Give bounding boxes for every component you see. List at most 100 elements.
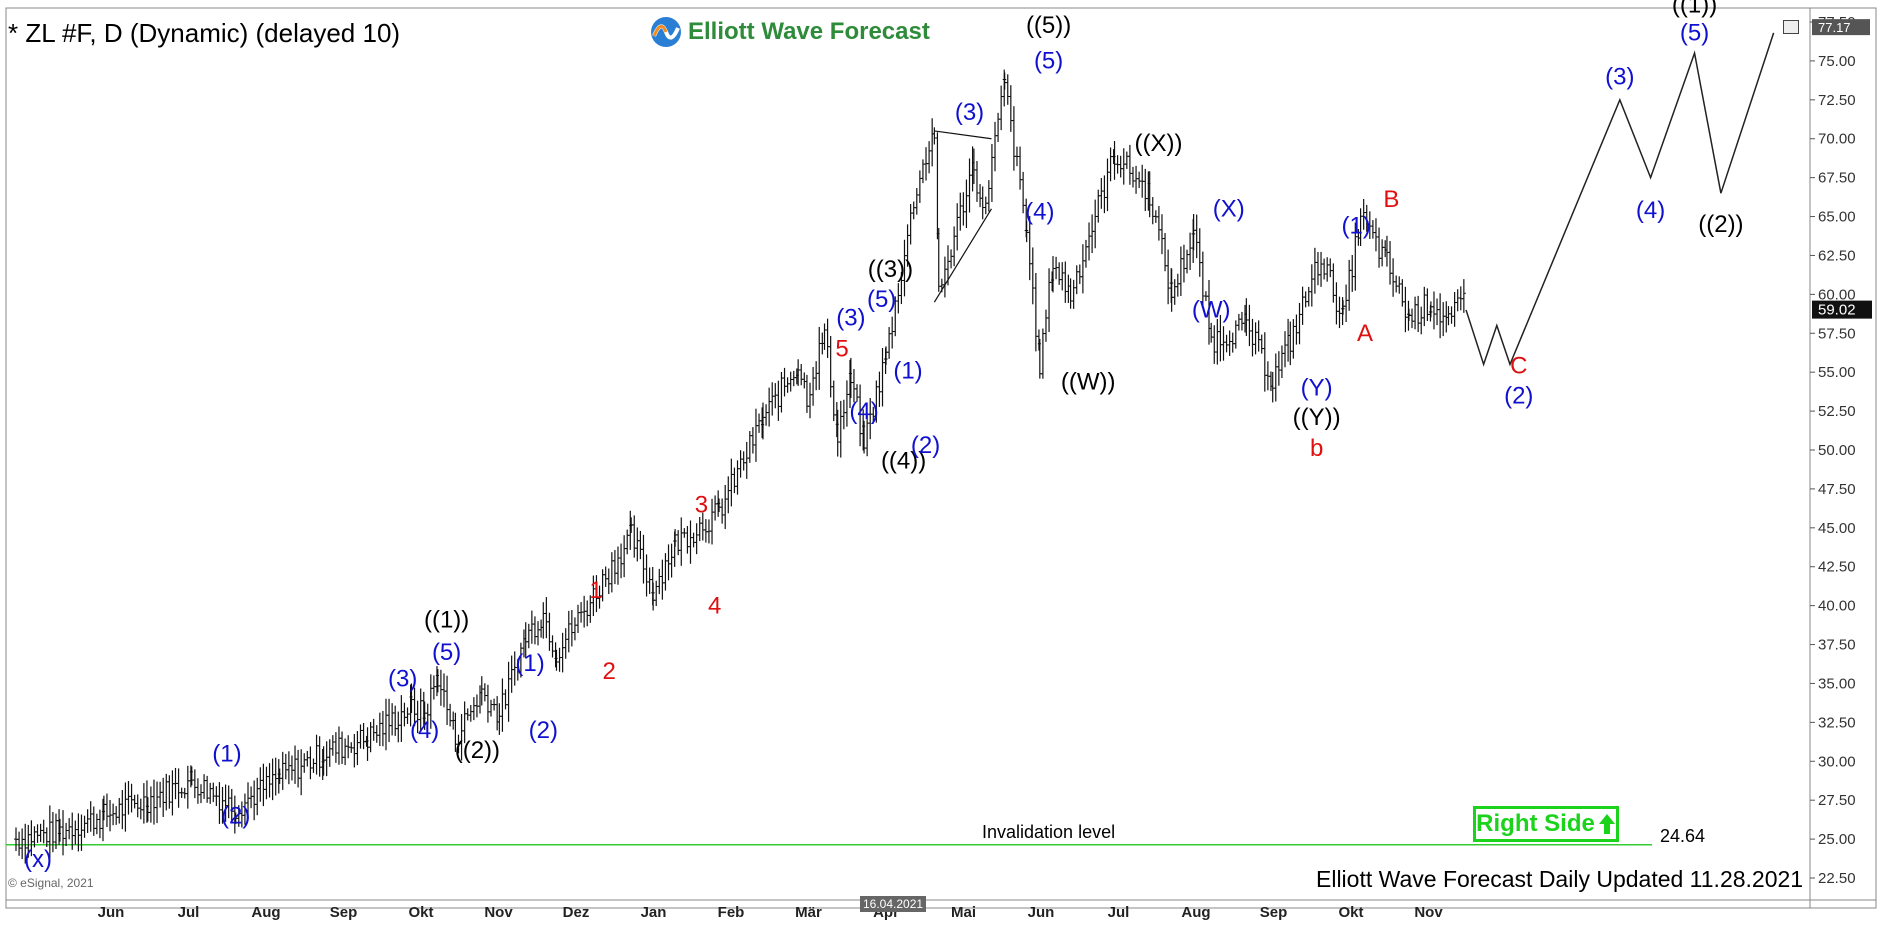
top-price-tag xyxy=(1812,19,1870,36)
wave-label: b xyxy=(1310,435,1323,462)
y-tick-label: 55.00 xyxy=(1818,364,1856,381)
wave-label: (3) xyxy=(836,304,865,331)
wave-label: ((3)) xyxy=(868,256,913,283)
last-price-label: 59.02 xyxy=(1818,302,1856,319)
wave-label: 2 xyxy=(603,658,616,685)
wave-label: (4) xyxy=(1025,199,1054,226)
right-side-badge: Right Side xyxy=(1473,806,1619,842)
y-tick-label: 62.50 xyxy=(1818,247,1856,264)
brand-name: Elliott Wave Forecast xyxy=(688,18,930,45)
wave-label: 5 xyxy=(835,336,848,363)
invalidation-label: Invalidation level xyxy=(982,822,1116,842)
x-tick-label: Aug xyxy=(1181,904,1210,921)
wave-label: 4 xyxy=(708,592,721,619)
wave-label: ((5)) xyxy=(1026,12,1071,39)
wave-label: (2) xyxy=(1504,382,1533,409)
y-tick-label: 50.00 xyxy=(1818,442,1856,459)
y-tick-label: 65.00 xyxy=(1818,209,1856,226)
x-tick-label: Sep xyxy=(1260,904,1288,921)
x-tick-label: Dez xyxy=(563,904,590,921)
y-tick-label: 52.50 xyxy=(1818,403,1856,420)
y-tick-label: 47.50 xyxy=(1818,481,1856,498)
x-tick-label: Mai xyxy=(951,904,976,921)
x-tick-label: Sep xyxy=(330,904,358,921)
x-tick-label: Okt xyxy=(1338,904,1363,921)
y-tick-label: 37.50 xyxy=(1818,637,1856,654)
triangle-line xyxy=(934,130,992,140)
x-tick-label: Nov xyxy=(484,904,513,921)
wave-label: (2) xyxy=(221,803,250,830)
y-tick-label: 45.00 xyxy=(1818,520,1856,537)
wave-label: ((4)) xyxy=(881,448,926,475)
wave-label: (1) xyxy=(893,357,922,384)
x-tick-label: Jun xyxy=(98,904,125,921)
copyright-text: © eSignal, 2021 xyxy=(8,876,94,890)
y-tick-label: 32.50 xyxy=(1818,714,1856,731)
wave-label: ((1)) xyxy=(1672,0,1717,19)
wave-label: ((2)) xyxy=(455,737,500,764)
wave-label: (W) xyxy=(1192,297,1231,324)
y-tick-label: 57.50 xyxy=(1818,325,1856,342)
wave-label: (3) xyxy=(388,666,417,693)
wave-label: a xyxy=(1042,0,1056,2)
wave-label: (4) xyxy=(410,717,439,744)
wave-label: (1) xyxy=(212,740,241,767)
wave-label: (1) xyxy=(515,650,544,677)
y-tick-label: 60.00 xyxy=(1818,286,1856,303)
wave-label: (5) xyxy=(1034,48,1063,75)
wave-label: C xyxy=(1510,353,1527,380)
footer-caption: Elliott Wave Forecast Daily Updated 11.2… xyxy=(1316,866,1804,892)
wave-label: B xyxy=(1383,186,1399,213)
y-tick-label: 70.00 xyxy=(1818,131,1856,148)
y-tick-label: 75.00 xyxy=(1818,53,1856,70)
projection-path xyxy=(1465,32,1775,367)
wave-label: ((2)) xyxy=(1698,211,1743,238)
y-tick-label: 42.50 xyxy=(1818,559,1856,576)
wave-label: (5) xyxy=(432,639,461,666)
x-tick-label: Nov xyxy=(1414,904,1443,921)
elliott-wave-logo-icon xyxy=(651,17,681,47)
wave-label: ((X)) xyxy=(1134,130,1182,157)
wave-label: ((W)) xyxy=(1061,368,1116,395)
wave-label: 1 xyxy=(589,577,602,604)
wave-label: ((1)) xyxy=(424,606,469,633)
cursor-date-badge: 16.04.2021 xyxy=(860,896,927,912)
wave-label: (2) xyxy=(911,432,940,459)
y-tick-label: 30.00 xyxy=(1818,753,1856,770)
right-side-label: Right Side xyxy=(1476,810,1595,837)
symbol-title: * ZL #F, D (Dynamic) (delayed 10) xyxy=(8,18,401,48)
y-tick-label: 35.00 xyxy=(1818,675,1856,692)
chart-frame xyxy=(5,7,1877,909)
y-tick-label: 25.00 xyxy=(1818,831,1856,848)
wave-label: (5) xyxy=(867,286,896,313)
triangle-line xyxy=(933,208,992,303)
wave-label: (x) xyxy=(24,846,52,873)
wave-label: (X) xyxy=(1213,196,1245,223)
arrow-up-icon xyxy=(1598,814,1615,834)
x-tick-label: Feb xyxy=(718,904,745,921)
x-tick-label: Jan xyxy=(641,904,667,921)
wave-label: (5) xyxy=(1680,20,1709,47)
wave-label: (4) xyxy=(1636,197,1665,224)
window-restore-icon[interactable] xyxy=(1783,20,1799,34)
x-tick-label: Okt xyxy=(408,904,433,921)
invalidation-value: 24.64 xyxy=(1660,826,1706,846)
y-tick-label: 40.00 xyxy=(1818,598,1856,615)
wave-label: (4) xyxy=(849,398,878,425)
wave-label: A xyxy=(1357,320,1373,347)
wave-label: (3) xyxy=(955,99,984,126)
x-tick-label: Jul xyxy=(1108,904,1130,921)
wave-label: (3) xyxy=(1605,63,1634,90)
x-tick-label: Aug xyxy=(251,904,280,921)
brand-logo: Elliott Wave Forecast xyxy=(650,14,930,50)
y-tick-label: 27.50 xyxy=(1818,792,1856,809)
last-price-tag xyxy=(1812,300,1872,319)
y-tick-label: 67.50 xyxy=(1818,170,1856,187)
wave-label: (2) xyxy=(529,717,558,744)
y-tick-label: 22.50 xyxy=(1818,870,1856,887)
x-tick-label: Mär xyxy=(795,904,822,921)
wave-label: ((Y)) xyxy=(1293,404,1341,431)
y-tick-label: 72.50 xyxy=(1818,92,1856,109)
